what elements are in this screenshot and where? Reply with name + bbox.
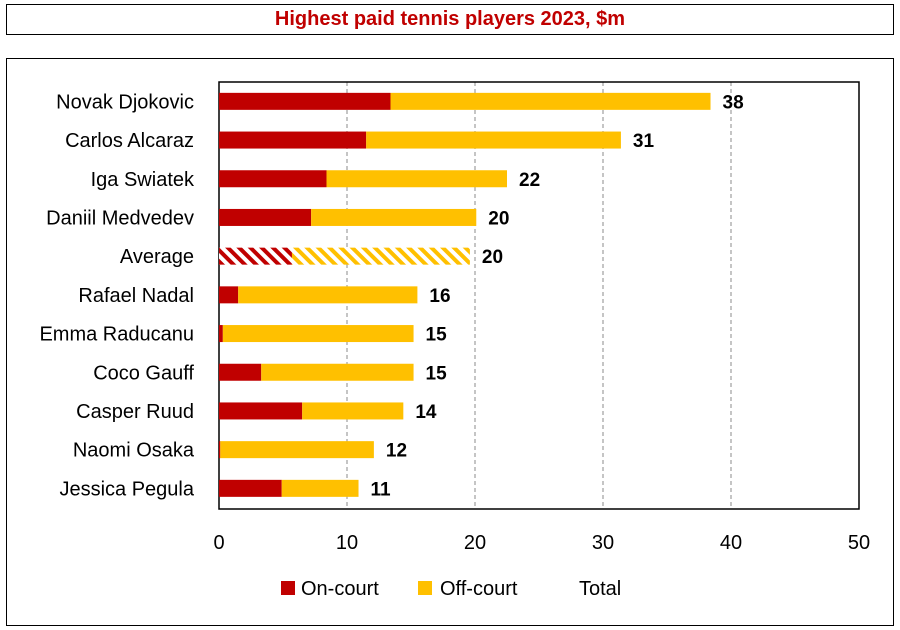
category-label-average: Average [120, 246, 194, 268]
total-label-average: 20 [482, 247, 503, 268]
x-tick-label: 30 [592, 532, 614, 554]
bar-on-court-jessica-pegula [219, 479, 282, 497]
category-label-naomi-osaka: Naomi Osaka [73, 440, 195, 462]
bar-off-court-rafael-nadal [238, 286, 418, 304]
total-label-rafael-nadal: 16 [429, 286, 450, 307]
total-label-carlos-alcaraz: 31 [633, 131, 655, 152]
total-label-casper-ruud: 14 [415, 402, 437, 423]
category-label-emma-raducanu: Emma Raducanu [39, 324, 194, 346]
legend: On-court Off-court Total [281, 578, 621, 600]
x-tick-label: 50 [848, 532, 870, 554]
bar-off-court-daniil-medvedev [311, 208, 477, 226]
bar-off-court-novak-djokovic [390, 92, 711, 110]
total-label-emma-raducanu: 15 [426, 325, 448, 346]
bars [219, 92, 711, 497]
bar-on-court-casper-ruud [219, 402, 303, 420]
bar-on-court-average [219, 247, 292, 265]
bar-off-court-jessica-pegula [281, 479, 359, 497]
category-label-novak-djokovic: Novak Djokovic [56, 91, 194, 113]
chart-title: Highest paid tennis players 2023, $m [6, 4, 894, 35]
category-label-coco-gauff: Coco Gauff [93, 362, 194, 384]
bar-off-court-naomi-osaka [220, 441, 374, 459]
total-label-iga-swiatek: 22 [519, 170, 540, 191]
total-label-daniil-medvedev: 20 [488, 208, 509, 229]
total-label-jessica-pegula: 11 [371, 479, 392, 500]
category-label-iga-swiatek: Iga Swiatek [91, 169, 195, 191]
x-tick-label: 40 [720, 532, 742, 554]
labels: 0 10 20 30 40 50 Novak Djokovic 38 Carlos Alcara… [39, 91, 870, 554]
x-tick-label: 20 [464, 532, 486, 554]
bar-off-court-casper-ruud [302, 402, 404, 420]
legend-label-total: Total [579, 578, 621, 600]
legend-swatch-off-court [418, 581, 432, 595]
bar-on-court-daniil-medvedev [219, 208, 312, 226]
bar-off-court-emma-raducanu [222, 325, 414, 343]
bar-on-court-iga-swiatek [219, 170, 327, 188]
category-label-rafael-nadal: Rafael Nadal [78, 285, 194, 307]
bar-on-court-novak-djokovic [219, 92, 391, 110]
bar-off-court-iga-swiatek [326, 170, 507, 188]
bar-off-court-average [291, 247, 470, 265]
x-tick-label: 10 [336, 532, 358, 554]
chart-frame [6, 58, 894, 626]
category-label-jessica-pegula: Jessica Pegula [59, 478, 194, 500]
total-label-coco-gauff: 15 [426, 363, 448, 384]
bar-on-court-rafael-nadal [219, 286, 239, 304]
legend-label-on-court: On-court [301, 578, 379, 600]
bar-on-court-naomi-osaka [219, 441, 221, 459]
total-label-naomi-osaka: 12 [386, 441, 407, 462]
bar-on-court-carlos-alcaraz [219, 131, 367, 149]
bar-on-court-coco-gauff [219, 363, 262, 381]
category-label-daniil-medvedev: Daniil Medvedev [46, 207, 194, 229]
x-tick-label: 0 [213, 532, 224, 554]
total-label-novak-djokovic: 38 [723, 92, 744, 113]
bar-off-court-coco-gauff [261, 363, 414, 381]
bar-on-court-emma-raducanu [219, 325, 223, 343]
legend-label-off-court: Off-court [440, 578, 518, 600]
bar-off-court-carlos-alcaraz [366, 131, 621, 149]
legend-swatch-on-court [281, 581, 295, 595]
category-label-casper-ruud: Casper Ruud [76, 401, 194, 423]
category-label-carlos-alcaraz: Carlos Alcaraz [65, 130, 194, 152]
